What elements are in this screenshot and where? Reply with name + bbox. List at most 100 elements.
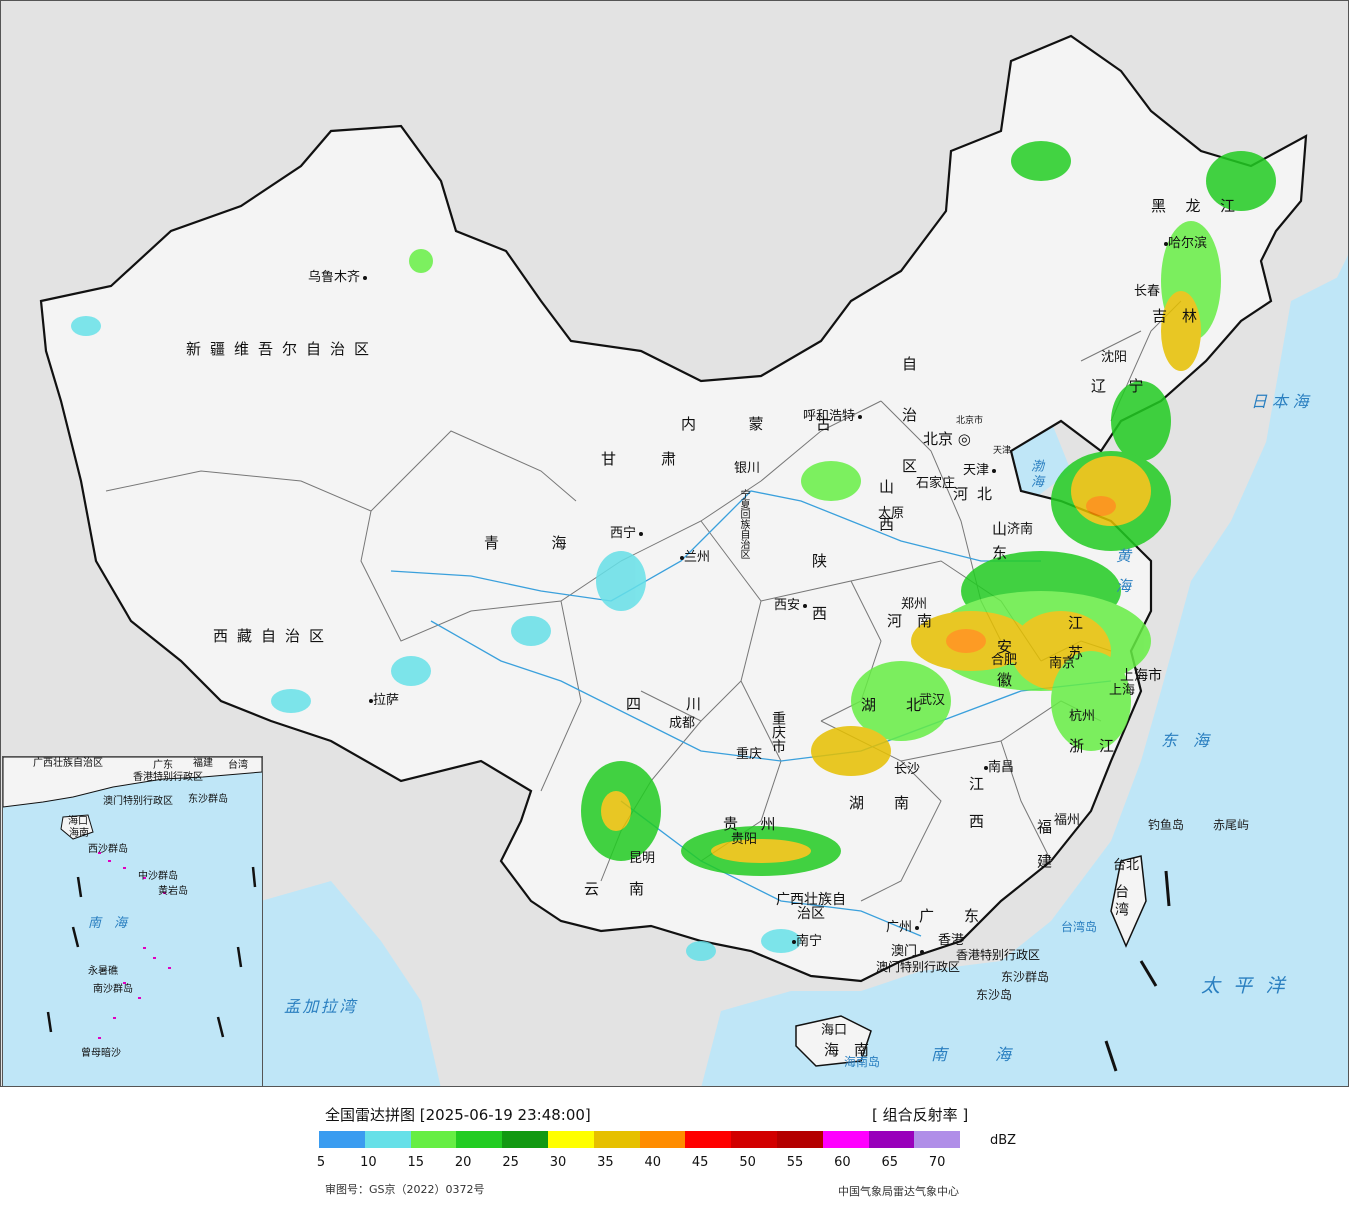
inset-label-zhongsha: 中沙群岛 [138, 871, 178, 882]
label-sichuan: 四川 [626, 695, 747, 713]
taiwan-island [1110, 855, 1147, 948]
scale-swatch-9 [731, 1131, 777, 1148]
south-sea-inset: 广西壮族自治区 广东 福建 台湾 海口 海南 香港特别行政区 澳门特别行政区 东… [2, 756, 263, 1086]
label-fujian: 福建 [1035, 819, 1053, 888]
pacific-ocean [701, 255, 1348, 1086]
label-zhejiang: 浙江 [1069, 737, 1130, 755]
inset-label-xisha: 西沙群岛 [88, 844, 128, 855]
label-guizhou: 贵州 [723, 815, 799, 833]
inset-canvas [3, 757, 262, 1039]
label-hebei: 河北 [953, 485, 1002, 503]
city-yinchuan: 银川 [734, 461, 761, 476]
label-xinjiang: 新疆维吾尔自治区 [186, 340, 379, 358]
label-guangxi: 广西壮族自治区 [776, 892, 846, 922]
radar-map[interactable]: 新疆维吾尔自治区 西藏自治区 青海 甘肃 内蒙古 自治区 河北 山西 陕西 四川… [0, 0, 1349, 1087]
label-shanghai: 上海市 [1120, 668, 1162, 684]
scale-swatch-6 [593, 1131, 640, 1148]
scale-tick: 15 [407, 1155, 425, 1170]
label-shandong: 山东 [990, 521, 1008, 569]
scale-swatch-3 [456, 1131, 503, 1148]
inset-label-zengmu: 曾母暗沙 [81, 1048, 121, 1059]
product-label: [ 组合反射率 ] [872, 1106, 969, 1124]
inset-label-nansha: 南沙群岛 [93, 984, 133, 995]
china-land [39, 34, 1308, 983]
city-haikou: 海口 [821, 1023, 848, 1038]
label-neimenggu-zizhiqu: 自治区 [900, 356, 918, 509]
bay-of-bengal [261, 881, 441, 1086]
scale-swatch-0 [319, 1131, 365, 1148]
scale-swatch-1 [364, 1131, 411, 1148]
color-scale [319, 1131, 961, 1148]
label-guangdong: 广东 [919, 907, 1010, 925]
inset-label-guangxi: 广西壮族自治区 [33, 758, 103, 769]
city-zhengzhou: 郑州 [901, 597, 928, 612]
inset-label-guangdong: 广东 [153, 760, 173, 771]
label-hunan: 湖南 [849, 794, 940, 812]
unit-label: dBZ [990, 1133, 1017, 1148]
inset-label-haikou: 海口 [68, 816, 88, 827]
rivers [390, 490, 1112, 937]
japan-sea [1251, 272, 1348, 621]
agency-label: 中国气象局雷达气象中心 [838, 1185, 959, 1198]
label-jilin: 吉林 [1152, 307, 1213, 325]
review-number: 审图号：GS京（2022）0372号 [325, 1183, 485, 1196]
city-chengdu: 成都 [669, 716, 696, 731]
scale-tick: 60 [834, 1155, 851, 1170]
label-qinghai: 青海 [484, 534, 620, 552]
label-shaanxi: 陕西 [810, 553, 828, 658]
inset-label-dongsha: 东沙群岛 [188, 794, 228, 805]
city-xining: 西宁 [610, 527, 644, 540]
scale-tick: 20 [454, 1155, 472, 1170]
city-hongkong: 香港 [938, 933, 965, 948]
city-nanchang: 南昌 [981, 761, 1014, 774]
label-beijing-shi: 北京市 [956, 416, 984, 426]
label-chiwei: 赤尾屿 [1213, 818, 1250, 832]
city-beijing: 北京 ◎ [923, 430, 971, 448]
label-hainan-island: 海南岛 [844, 1055, 881, 1069]
city-jinan: 济南 [1007, 522, 1034, 537]
radar-echoes [71, 141, 1276, 961]
city-hohhot: 呼和浩特 [803, 410, 863, 423]
label-chongqing: 重庆市 [770, 711, 786, 753]
city-macao: 澳门 [891, 945, 925, 958]
scale-tick: 45 [691, 1155, 709, 1170]
city-guiyang: 贵阳 [731, 832, 758, 847]
scale-tick: 55 [786, 1155, 804, 1170]
city-nanjing: 南京 [1049, 656, 1076, 671]
label-taiwan-island: 台湾岛 [1061, 920, 1098, 934]
label-xizang: 西藏自治区 [213, 627, 334, 645]
scale-tick: 5 [316, 1155, 326, 1170]
city-changsha: 长沙 [894, 762, 921, 777]
inset-label-yongshu: 永暑礁 [88, 966, 118, 977]
scale-swatch-12 [868, 1131, 915, 1148]
inset-label-taiwan: 台湾 [228, 760, 248, 771]
inset-label-nanhai: 南海 [88, 916, 141, 931]
city-taipei: 台北 [1113, 858, 1140, 873]
label-heilongjiang: 黑龙江 [1151, 197, 1255, 215]
label-japan-sea: 日本海 [1251, 392, 1314, 411]
label-gansu: 甘肃 [601, 450, 722, 468]
city-chongqing: 重庆 [736, 747, 763, 762]
scale-tick: 70 [928, 1155, 946, 1170]
hainan-island [795, 1015, 872, 1067]
scale-tick: 50 [739, 1155, 756, 1170]
city-hefei: 合肥 [991, 653, 1018, 668]
city-hangzhou: 杭州 [1069, 709, 1096, 724]
map-canvas [39, 34, 1348, 1086]
label-henan: 河南 [887, 612, 948, 630]
city-changchun: 长春 [1134, 284, 1161, 299]
scale-swatch-2 [410, 1131, 457, 1148]
label-diaoyu: 钓鱼岛 [1148, 818, 1185, 832]
legend-title: 全国雷达拼图 [2025-06-19 23:48:00] [325, 1106, 591, 1124]
scale-swatch-5 [547, 1131, 594, 1148]
city-wuhan: 武汉 [919, 693, 946, 708]
city-shanghai: 上海 [1109, 683, 1136, 698]
label-south-sea: 南海 [931, 1045, 1060, 1064]
scale-swatch-4 [502, 1131, 548, 1148]
label-hongkong-sar: 香港特别行政区 [956, 948, 1041, 962]
label-macao-sar: 澳门特别行政区 [876, 960, 961, 974]
dash-line [1104, 870, 1171, 1072]
city-xian: 西安 [774, 599, 808, 612]
city-shenyang: 沈阳 [1101, 350, 1128, 365]
label-anhui: 安徽 [995, 639, 1013, 705]
